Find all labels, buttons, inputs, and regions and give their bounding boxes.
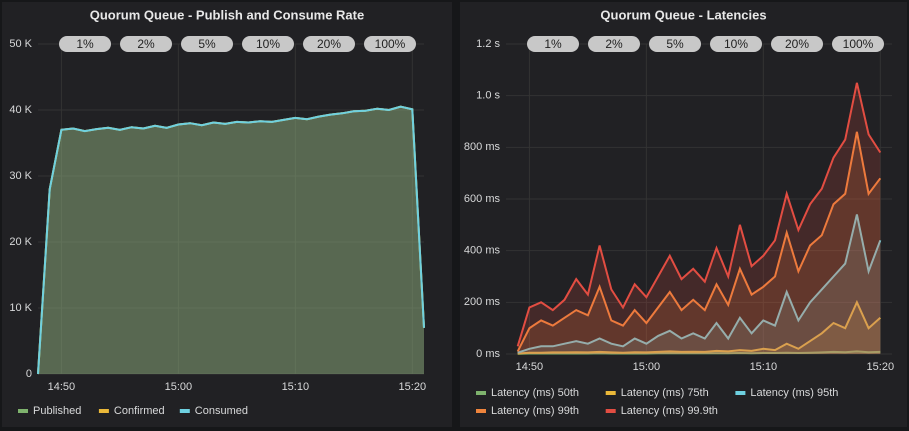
- series-line: [517, 350, 881, 355]
- annotation-label: 2%: [137, 37, 155, 51]
- legend-label: Latency (ms) 99.9th: [621, 405, 718, 417]
- annotation-label: 2%: [605, 37, 623, 51]
- series-line: [516, 82, 882, 347]
- panel-title: Quorum Queue - Publish and Consume Rate: [90, 7, 364, 22]
- annotation-label: 100%: [843, 37, 874, 51]
- annotation-label: 20%: [317, 37, 341, 51]
- area: [38, 106, 424, 374]
- area: [517, 82, 881, 355]
- x-tick-label: 15:00: [633, 361, 661, 373]
- series-line: [37, 105, 425, 375]
- panel: [2, 2, 452, 427]
- annotation-pill: [120, 36, 172, 52]
- annotation-label: 10%: [256, 37, 280, 51]
- annotation-pill: [242, 36, 294, 52]
- y-tick-label: 400 ms: [464, 245, 501, 257]
- x-tick-label: 15:10: [282, 381, 310, 393]
- area: [517, 131, 881, 354]
- annotation-label: 10%: [724, 37, 748, 51]
- y-tick-label: 0 ms: [476, 348, 500, 360]
- annotation-pill: [710, 36, 762, 52]
- annotation-pill: [303, 36, 355, 52]
- y-tick-label: 10 K: [9, 302, 32, 314]
- annotation-pill: [59, 36, 111, 52]
- series-line: [516, 131, 882, 352]
- annotation-pill: [527, 36, 579, 52]
- y-tick-label: 200 ms: [464, 296, 501, 308]
- area: [517, 302, 881, 354]
- x-tick-label: 14:50: [48, 381, 76, 393]
- x-tick-label: 14:50: [516, 361, 544, 373]
- area: [38, 106, 424, 374]
- legend-label: Confirmed: [114, 405, 165, 417]
- legend-label: Published: [33, 405, 81, 417]
- y-tick-label: 30 K: [9, 170, 32, 182]
- annotation-label: 20%: [785, 37, 809, 51]
- y-tick-label: 1.0 s: [476, 90, 500, 102]
- y-tick-label: 40 K: [9, 104, 32, 116]
- y-tick-label: 50 K: [9, 38, 32, 50]
- legend-label: Latency (ms) 99th: [491, 405, 579, 417]
- y-tick-label: 20 K: [9, 236, 32, 248]
- annotation-pill: [364, 36, 416, 52]
- legend-label: Latency (ms) 95th: [750, 387, 838, 399]
- y-tick-label: 0: [26, 368, 32, 380]
- annotation-label: 5%: [198, 37, 216, 51]
- y-tick-label: 800 ms: [464, 141, 501, 153]
- panel: [460, 2, 907, 427]
- annotation-pill: [181, 36, 233, 52]
- series-line: [517, 214, 882, 354]
- annotation-pill: [588, 36, 640, 52]
- area: [38, 106, 424, 374]
- annotation-label: 1%: [544, 37, 562, 51]
- series-line: [517, 299, 881, 355]
- y-tick-label: 1.2 s: [476, 38, 500, 50]
- annotation-pill: [649, 36, 701, 52]
- area: [517, 214, 881, 354]
- x-tick-label: 15:20: [399, 381, 427, 393]
- annotation-pill: [832, 36, 884, 52]
- annotation-label: 1%: [76, 37, 94, 51]
- y-tick-label: 600 ms: [464, 193, 501, 205]
- annotation-label: 100%: [375, 37, 406, 51]
- x-tick-label: 15:00: [165, 381, 193, 393]
- panel-title: Quorum Queue - Latencies: [600, 7, 766, 22]
- legend-label: Latency (ms) 75th: [621, 387, 709, 399]
- x-tick-label: 15:10: [750, 361, 778, 373]
- legend-label: Consumed: [195, 405, 248, 417]
- annotation-pill: [771, 36, 823, 52]
- annotation-label: 5%: [666, 37, 684, 51]
- x-tick-label: 15:20: [867, 361, 895, 373]
- legend-label: Latency (ms) 50th: [491, 387, 579, 399]
